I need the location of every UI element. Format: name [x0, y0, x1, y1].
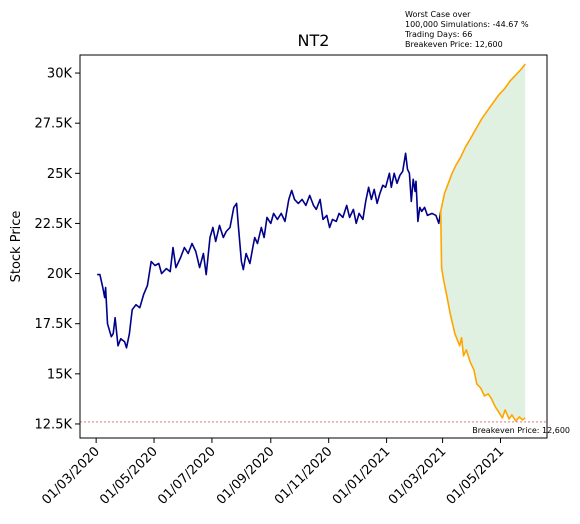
x-tick-label: 01/01/2021: [330, 444, 394, 508]
x-tick-label: 01/05/2021: [444, 444, 508, 508]
x-tick-label: 01/11/2020: [272, 444, 336, 508]
chart-title: NT2: [298, 31, 330, 50]
breakeven-layer: Breakeven Price: 12,600: [80, 421, 570, 435]
series-line-worst-case-simulation: [439, 211, 526, 422]
series-line-best-case-simulation: [439, 63, 526, 212]
y-axis-label: Stock Price: [9, 211, 24, 283]
x-tick-label: 01/05/2020: [97, 444, 161, 508]
x-axis: 01/03/202001/05/202001/07/202001/09/2020…: [39, 438, 507, 508]
series-line-historical: [97, 152, 442, 349]
y-tick-label: 12.5K: [35, 417, 73, 432]
y-tick-label: 25K: [47, 167, 73, 182]
breakeven-label: Breakeven Price: 12,600: [472, 426, 570, 435]
annotation-line: 100,000 Simulations: -44.67 %: [405, 20, 529, 29]
simulation-band-fill: [440, 64, 526, 421]
y-tick-label: 22.5K: [35, 217, 73, 232]
plot-frame: [79, 54, 548, 439]
annotation-line: Worst Case over: [405, 10, 471, 19]
x-tick-label: 01/03/2020: [39, 444, 103, 508]
x-tick-label: 01/09/2020: [214, 444, 278, 508]
y-axis: 12.5K 15K 17.5K 20K 22.5K 25K 27.5K 30K: [35, 67, 80, 432]
y-tick-label: 27.5K: [35, 117, 73, 132]
annotation-line: Trading Days: 66: [404, 30, 472, 39]
x-tick-label: 01/07/2020: [155, 444, 219, 508]
y-tick-label: 30K: [47, 67, 73, 82]
y-tick-label: 15K: [47, 367, 73, 382]
series-layer: [97, 63, 526, 422]
x-tick-label: 01/03/2021: [386, 444, 450, 508]
y-tick-label: 20K: [47, 267, 73, 282]
y-tick-label: 17.5K: [35, 317, 73, 332]
annotation-line: Breakeven Price: 12,600: [405, 40, 503, 49]
simulation-range-band: [440, 64, 526, 421]
